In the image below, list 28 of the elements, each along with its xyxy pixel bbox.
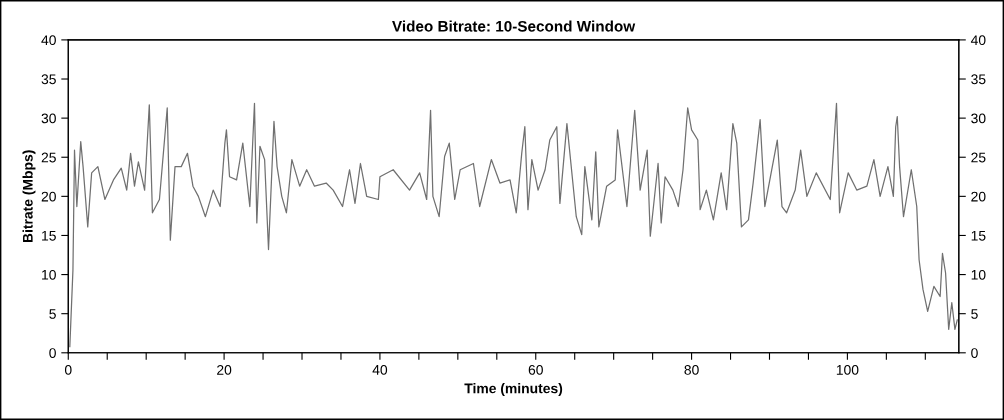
line-series bbox=[69, 102, 958, 348]
y-tick-label: 20 bbox=[41, 191, 56, 202]
y-tick-label: 5 bbox=[49, 309, 56, 319]
y-axis-title: Bitrate (Mbps) bbox=[22, 150, 36, 243]
chart-title: Video Bitrate: 10-Second Window bbox=[392, 20, 636, 32]
y-tick-label: 0 bbox=[49, 348, 56, 358]
y2-tick-label: 30 bbox=[971, 113, 986, 124]
y2-tick-label: 40 bbox=[970, 35, 986, 46]
y2-tick-label: 5 bbox=[971, 309, 978, 319]
y-tick-label: 25 bbox=[41, 152, 56, 163]
x-axis-title: Time (minutes) bbox=[464, 383, 563, 397]
y-tick-label: 15 bbox=[42, 230, 56, 241]
y-tick-label: 30 bbox=[41, 113, 56, 124]
y-tick-label: 40 bbox=[41, 35, 56, 46]
x-tick-label: 80 bbox=[684, 364, 699, 375]
y2-tick-label: 15 bbox=[971, 230, 986, 241]
y2-tick-label: 25 bbox=[971, 152, 986, 163]
y2-tick-label: 10 bbox=[971, 269, 986, 280]
y2-tick-label: 20 bbox=[971, 191, 986, 202]
y-tick-label: 10 bbox=[42, 269, 56, 280]
x-tick-label: 100 bbox=[836, 364, 859, 375]
y-tick-label: 35 bbox=[41, 74, 56, 85]
x-tick-label: 0 bbox=[64, 364, 72, 375]
y2-tick-label: 35 bbox=[971, 74, 986, 85]
x-tick-label: 40 bbox=[372, 364, 388, 375]
x-tick-label: 20 bbox=[217, 364, 232, 375]
y2-tick-label: 0 bbox=[971, 348, 978, 358]
x-tick-label: 60 bbox=[528, 364, 543, 375]
